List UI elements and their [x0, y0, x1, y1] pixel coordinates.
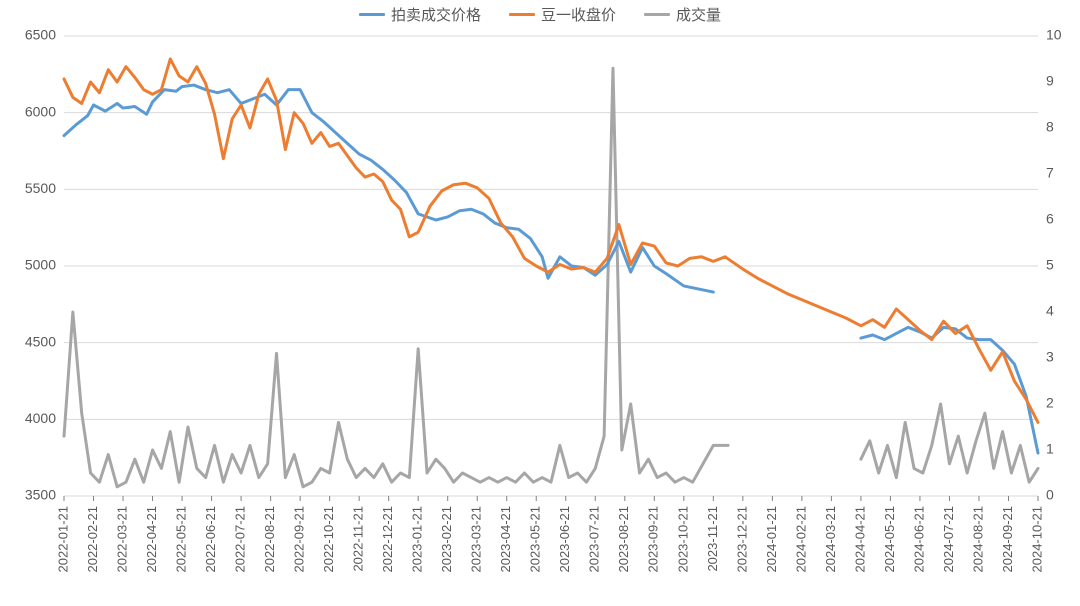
svg-text:0: 0	[1046, 487, 1054, 503]
svg-text:9: 9	[1046, 73, 1054, 89]
svg-text:2024-09-21: 2024-09-21	[1000, 506, 1015, 573]
svg-text:2022-10-21: 2022-10-21	[321, 506, 336, 573]
svg-text:4500: 4500	[25, 333, 56, 349]
svg-text:4: 4	[1046, 303, 1054, 319]
chart-svg: 2022-01-21 2022-02-21 2022-03-21 2022-04-21…	[0, 0, 1080, 606]
svg-text:2022-05-21: 2022-05-21	[173, 506, 188, 573]
legend-item-close-price: 豆一收盘价	[509, 4, 616, 25]
svg-text:2024-10-21: 2024-10-21	[1029, 506, 1044, 573]
svg-text:6000: 6000	[25, 103, 56, 119]
svg-text:10: 10	[1046, 27, 1062, 43]
svg-text:2024-05-21: 2024-05-21	[882, 506, 897, 573]
svg-text:2023-12-21: 2023-12-21	[734, 506, 749, 573]
svg-text:2024-06-21: 2024-06-21	[911, 506, 926, 573]
svg-text:5: 5	[1046, 257, 1054, 273]
svg-text:2024-01-21: 2024-01-21	[764, 506, 779, 573]
svg-text:2022-07-21: 2022-07-21	[233, 506, 248, 573]
legend-swatch	[509, 13, 535, 16]
legend-item-auction-price: 拍卖成交价格	[359, 4, 481, 25]
svg-text:2023-04-21: 2023-04-21	[498, 506, 513, 572]
svg-text:5000: 5000	[25, 257, 56, 273]
svg-text:2022-12-21: 2022-12-21	[380, 506, 395, 573]
legend-swatch	[359, 13, 385, 16]
legend-label: 豆一收盘价	[541, 4, 616, 25]
svg-text:2: 2	[1046, 395, 1054, 411]
svg-text:2022-01-21: 2022-01-21	[55, 506, 70, 573]
svg-text:5500: 5500	[25, 180, 56, 196]
svg-text:2022-03-21: 2022-03-21	[114, 506, 129, 573]
svg-text:4000: 4000	[25, 410, 56, 426]
svg-text:2023-09-21: 2023-09-21	[646, 506, 661, 573]
svg-text:2024-03-21: 2024-03-21	[823, 506, 838, 573]
svg-text:2024-02-21: 2024-02-21	[793, 506, 808, 573]
svg-text:3: 3	[1046, 349, 1054, 365]
svg-text:7: 7	[1046, 165, 1054, 181]
svg-text:2023-08-21: 2023-08-21	[616, 506, 631, 573]
series-close-price	[64, 59, 1038, 422]
svg-text:2023-03-21: 2023-03-21	[469, 506, 484, 572]
svg-text:2023-10-21: 2023-10-21	[675, 506, 690, 573]
svg-text:3500: 3500	[25, 487, 56, 503]
soybean-price-chart: 拍卖成交价格 豆一收盘价 成交量 2022-01-212022-02-21202…	[0, 0, 1080, 606]
svg-text:2023-07-21: 2023-07-21	[587, 506, 602, 573]
svg-text:2022-09-21: 2022-09-21	[292, 506, 307, 573]
svg-text:2023-05-21: 2023-05-21	[528, 506, 543, 573]
legend-swatch	[644, 13, 670, 16]
svg-text:2024-04-21: 2024-04-21	[852, 506, 867, 573]
svg-text:2024-07-21: 2024-07-21	[941, 506, 956, 573]
svg-text:6: 6	[1046, 211, 1054, 227]
svg-text:2022-02-21: 2022-02-21	[85, 506, 100, 573]
svg-text:2023-11-21: 2023-11-21	[705, 506, 720, 572]
svg-text:6500: 6500	[25, 27, 56, 43]
svg-text:2022-11-21: 2022-11-21	[351, 506, 366, 572]
svg-text:8: 8	[1046, 119, 1054, 135]
svg-text:2023-01-21: 2023-01-21	[410, 506, 425, 573]
legend-label: 拍卖成交价格	[391, 4, 481, 25]
svg-text:2024-08-21: 2024-08-21	[970, 506, 985, 573]
legend: 拍卖成交价格 豆一收盘价 成交量	[0, 4, 1080, 25]
svg-text:2022-08-21: 2022-08-21	[262, 506, 277, 573]
svg-text:2022-04-21: 2022-04-21	[144, 506, 159, 573]
svg-text:2023-06-21: 2023-06-21	[557, 506, 572, 573]
legend-label: 成交量	[676, 4, 721, 25]
svg-text:1: 1	[1046, 441, 1054, 457]
svg-text:2022-06-21: 2022-06-21	[203, 506, 218, 573]
legend-item-volume: 成交量	[644, 4, 721, 25]
svg-text:2023-02-21: 2023-02-21	[439, 506, 454, 573]
series-volume	[64, 68, 1038, 487]
